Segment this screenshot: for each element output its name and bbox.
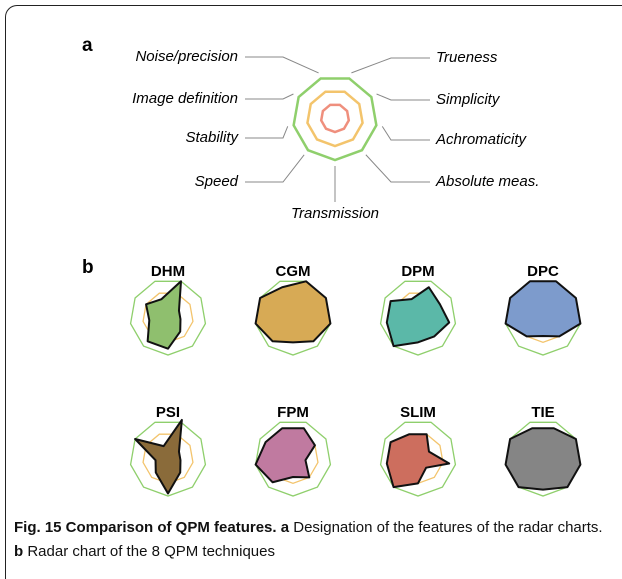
radar-area bbox=[145, 280, 182, 350]
chart-title: DPM bbox=[401, 263, 434, 280]
axis-label: Image definition bbox=[132, 90, 238, 107]
caption-label: Fig. 15 Comparison of QPM features. bbox=[14, 519, 277, 536]
axis-label: Achromaticity bbox=[435, 131, 528, 148]
axis-label: Speed bbox=[195, 173, 239, 190]
radar-area bbox=[134, 418, 183, 495]
ring bbox=[129, 280, 207, 356]
chart-title: FPM bbox=[277, 404, 309, 421]
chart-title: SLIM bbox=[400, 404, 436, 421]
caption-text: Designation of the features of the radar… bbox=[293, 519, 603, 536]
leader-line bbox=[376, 93, 430, 101]
ring bbox=[379, 280, 457, 356]
chart-title: TIE bbox=[531, 404, 554, 421]
panel-label: a bbox=[82, 35, 93, 56]
axis-label: Transmission bbox=[291, 205, 379, 222]
leader-line bbox=[245, 56, 319, 74]
leader-line bbox=[381, 126, 430, 141]
axis-label: Stability bbox=[185, 129, 239, 146]
leader-line bbox=[245, 126, 289, 139]
radar-area bbox=[504, 427, 582, 491]
leader-line bbox=[365, 154, 430, 183]
axis-label: Noise/precision bbox=[135, 48, 238, 65]
axis-label: Absolute meas. bbox=[435, 173, 539, 190]
caption-a: a bbox=[280, 519, 290, 536]
ring bbox=[319, 103, 351, 134]
chart-title: PSI bbox=[156, 404, 180, 421]
chart-title: CGM bbox=[276, 263, 311, 280]
panel-label: b bbox=[82, 257, 94, 278]
radar-area bbox=[504, 280, 582, 338]
chart-title: DPC bbox=[527, 263, 559, 280]
radar-area bbox=[385, 433, 451, 489]
caption-b: b bbox=[14, 543, 24, 560]
ring bbox=[292, 77, 378, 162]
ring bbox=[379, 421, 457, 497]
ring bbox=[129, 421, 207, 497]
figure-frame bbox=[5, 5, 622, 579]
leader-line bbox=[245, 93, 294, 100]
leader-line bbox=[351, 57, 430, 74]
chart-title: DHM bbox=[151, 263, 185, 280]
ring bbox=[254, 421, 332, 497]
axis-label: Simplicity bbox=[436, 91, 501, 108]
radar-area bbox=[254, 280, 332, 344]
radar-area bbox=[385, 286, 451, 348]
leader-line bbox=[245, 154, 305, 183]
ring bbox=[306, 90, 364, 148]
caption-text: Radar chart of the 8 QPM techniques bbox=[27, 543, 275, 560]
caption: Fig. 15 Comparison of QPM features. a De… bbox=[14, 516, 614, 564]
radar-area bbox=[254, 427, 316, 484]
axis-label: Trueness bbox=[436, 49, 498, 66]
